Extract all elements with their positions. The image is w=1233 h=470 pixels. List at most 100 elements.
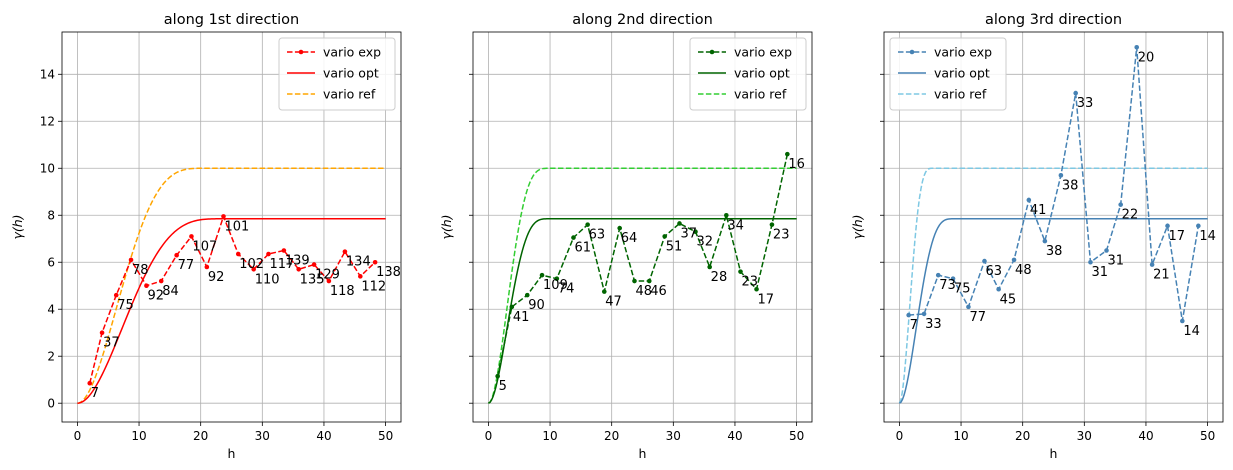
- point-count-label: 77: [178, 258, 195, 273]
- data-point: [358, 274, 363, 279]
- data-point: [677, 221, 682, 226]
- legend-entry: vario exp: [934, 45, 992, 60]
- point-count-label: 37: [680, 226, 697, 241]
- data-point: [1149, 262, 1155, 267]
- legend: vario exp vario opt vario ref: [278, 37, 396, 111]
- point-count-label: 23: [742, 275, 759, 290]
- series-vario-ref: [488, 167, 797, 404]
- legend-entry: vario exp: [323, 45, 381, 60]
- point-count-label: 101: [224, 219, 249, 234]
- x-tick-label: 30: [666, 429, 681, 443]
- series-vario-ref: [77, 167, 386, 404]
- point-count-label: 14: [1183, 324, 1200, 339]
- series-vario-exp: [908, 47, 1200, 322]
- point-count-label: 17: [758, 292, 775, 307]
- point-count-label: 41: [1030, 203, 1047, 218]
- point-count-label: 64: [621, 231, 638, 246]
- y-tick-label: 2: [47, 350, 55, 364]
- point-count-label: 32: [697, 235, 714, 250]
- point-count-label: 7: [910, 318, 918, 333]
- x-tick-label: 40: [1138, 429, 1153, 443]
- point-count-label: 51: [666, 239, 683, 254]
- point-count-label: 84: [162, 284, 179, 299]
- point-count-label: 38: [1062, 178, 1079, 193]
- x-axis-label: h: [228, 446, 236, 461]
- x-axis-label: h: [1050, 446, 1058, 461]
- point-count-label: 23: [773, 228, 790, 243]
- data-point: [251, 266, 256, 272]
- data-point: [296, 266, 301, 272]
- point-count-label: 92: [147, 289, 164, 304]
- legend-entry: vario exp: [734, 45, 792, 60]
- axes-frame: [61, 31, 402, 423]
- data-point: [693, 229, 698, 234]
- data-point: [585, 222, 590, 227]
- x-tick-label: 0: [896, 429, 904, 443]
- point-count-label: 31: [1108, 253, 1125, 268]
- data-point: [128, 257, 134, 263]
- data-point: [769, 222, 775, 227]
- point-count-label: 134: [346, 255, 371, 270]
- data-point: [1196, 223, 1201, 229]
- point-count-label: 28: [711, 270, 728, 285]
- data-point: [935, 272, 941, 278]
- data-point: [266, 251, 271, 257]
- data-point: [1042, 238, 1048, 244]
- point-count-label: 21: [1153, 268, 1170, 283]
- data-point: [950, 276, 956, 281]
- legend-entry: vario opt: [934, 66, 990, 81]
- point-count-label: 45: [1000, 292, 1017, 307]
- data-point: [571, 235, 576, 240]
- data-point: [982, 258, 987, 264]
- point-count-label: 16: [788, 157, 805, 172]
- point-count-label: 77: [969, 310, 986, 325]
- data-point: [1073, 90, 1078, 96]
- point-count-label: 118: [330, 284, 355, 299]
- series-vario-opt: [77, 218, 386, 404]
- series-vario-exp: [89, 214, 376, 384]
- data-point: [921, 311, 927, 317]
- data-point: [754, 286, 759, 292]
- data-point: [1118, 202, 1123, 207]
- x-tick-label: 0: [485, 429, 493, 443]
- x-tick-label: 30: [255, 429, 270, 443]
- point-count-label: 92: [208, 270, 225, 285]
- legend-marker: [909, 49, 915, 55]
- y-axis-label: γ(h): [10, 214, 25, 239]
- data-point: [509, 304, 515, 310]
- legend-box: [889, 37, 1007, 111]
- chart-title: along 2nd direction: [572, 12, 713, 28]
- data-point: [326, 278, 332, 284]
- legend-box: [689, 37, 807, 111]
- x-tick-label: 0: [74, 429, 82, 443]
- legend-entry: vario ref: [323, 87, 376, 102]
- y-tick-label: 10: [40, 162, 55, 176]
- point-count-label: 33: [1077, 96, 1094, 111]
- point-count-label: 73: [939, 278, 956, 293]
- data-point: [87, 380, 93, 386]
- data-point: [113, 292, 119, 298]
- legend-box: [278, 37, 396, 111]
- point-count-label: 38: [1046, 244, 1063, 259]
- data-point: [601, 289, 607, 294]
- point-count-label: 14: [1199, 229, 1216, 244]
- point-count-label: 34: [727, 218, 744, 233]
- point-count-label: 41: [513, 310, 530, 325]
- x-tick-label: 50: [1200, 429, 1215, 443]
- point-count-label: 90: [528, 298, 545, 313]
- data-point: [99, 330, 105, 336]
- data-point: [724, 212, 729, 218]
- point-count-label: 48: [635, 284, 652, 299]
- axes-frame: [883, 31, 1224, 423]
- data-point: [1058, 173, 1064, 178]
- point-count-label: 112: [361, 279, 386, 294]
- data-point: [738, 269, 743, 274]
- x-tick-label: 20: [193, 429, 208, 443]
- data-point: [524, 292, 530, 298]
- data-point: [662, 234, 667, 239]
- legend-entry: vario ref: [934, 87, 987, 102]
- legend: vario exp vario opt vario ref: [889, 37, 1007, 111]
- chart-panel-1: 7377578928477107921011021101171391351291…: [10, 12, 402, 461]
- point-count-label: 109: [543, 278, 568, 293]
